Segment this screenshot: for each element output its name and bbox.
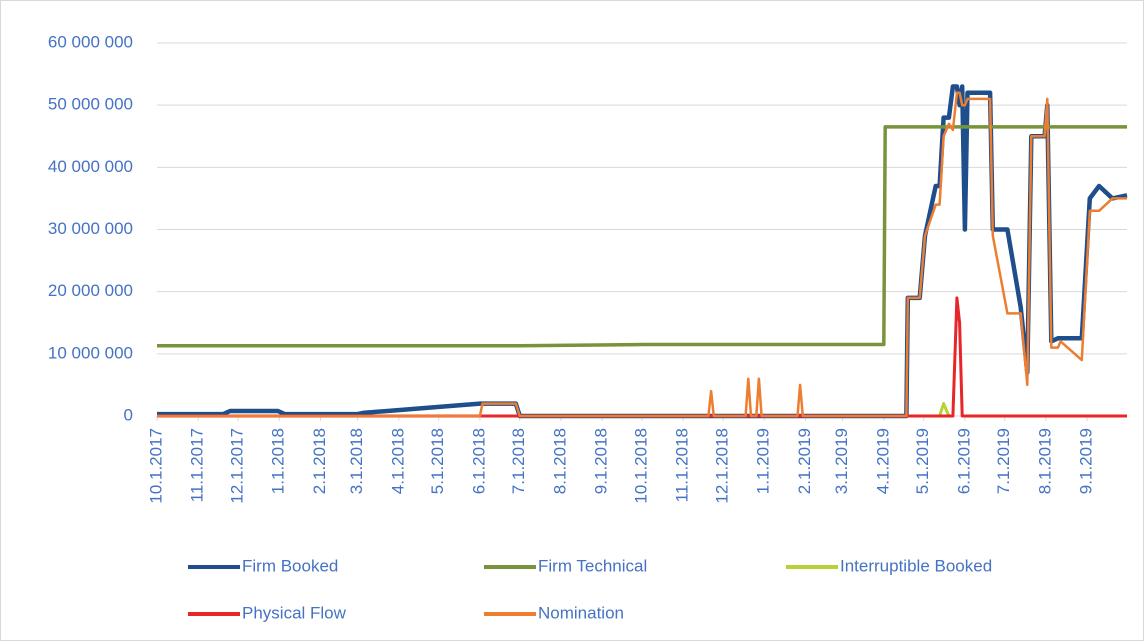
- series-line: [157, 91, 1127, 418]
- x-tick-label: 5.1.2019: [913, 428, 932, 494]
- legend-label: Physical Flow: [242, 603, 347, 622]
- x-tick-label: 11.1.2017: [188, 428, 207, 502]
- x-tick-label: 6.1.2018: [469, 428, 488, 494]
- x-tick-label: 8.1.2018: [550, 428, 569, 494]
- x-tick-label: 12.1.2017: [228, 428, 247, 504]
- x-tick-label: 12.1.2018: [713, 428, 732, 504]
- x-tick-label: 9.1.2019: [1077, 428, 1096, 494]
- legend-label: Firm Technical: [538, 556, 647, 575]
- x-tick-label: 2.1.2018: [310, 428, 329, 494]
- x-tick-label: 6.1.2019: [954, 428, 973, 494]
- x-tick-label: 3.1.2019: [832, 428, 851, 494]
- x-tick-label: 2.1.2019: [795, 428, 814, 494]
- x-tick-label: 10.1.2018: [631, 428, 650, 504]
- x-tick-label: 1.1.2019: [754, 428, 773, 494]
- y-tick-label: 10 000 000: [48, 343, 133, 362]
- series-line: [157, 125, 1127, 348]
- x-tick-label: 8.1.2019: [1035, 428, 1054, 494]
- x-tick-label: 3.1.2018: [347, 428, 366, 494]
- x-tick-label: 4.1.2019: [873, 428, 892, 494]
- x-tick-label: 9.1.2018: [592, 428, 611, 494]
- legend-label: Nomination: [538, 603, 624, 622]
- y-tick-label: 60 000 000: [48, 32, 133, 51]
- x-tick-label: 7.1.2019: [994, 428, 1013, 494]
- y-tick-label: 30 000 000: [48, 219, 133, 238]
- y-tick-label: 50 000 000: [48, 95, 133, 114]
- x-tick-label: 7.1.2018: [509, 428, 528, 494]
- y-tick-label: 20 000 000: [48, 281, 133, 300]
- legend-label: Interruptible Booked: [840, 556, 992, 575]
- series-line: [157, 296, 1127, 418]
- x-tick-label: 5.1.2018: [428, 428, 447, 494]
- y-tick-label: 0: [124, 405, 133, 424]
- x-tick-label: 10.1.2017: [146, 428, 165, 504]
- y-tick-label: 40 000 000: [48, 157, 133, 176]
- x-tick-label: 1.1.2018: [269, 428, 288, 494]
- series-line: [938, 402, 951, 417]
- x-tick-label: 11.1.2018: [673, 428, 692, 502]
- legend-label: Firm Booked: [242, 556, 338, 575]
- x-tick-label: 4.1.2018: [388, 428, 407, 494]
